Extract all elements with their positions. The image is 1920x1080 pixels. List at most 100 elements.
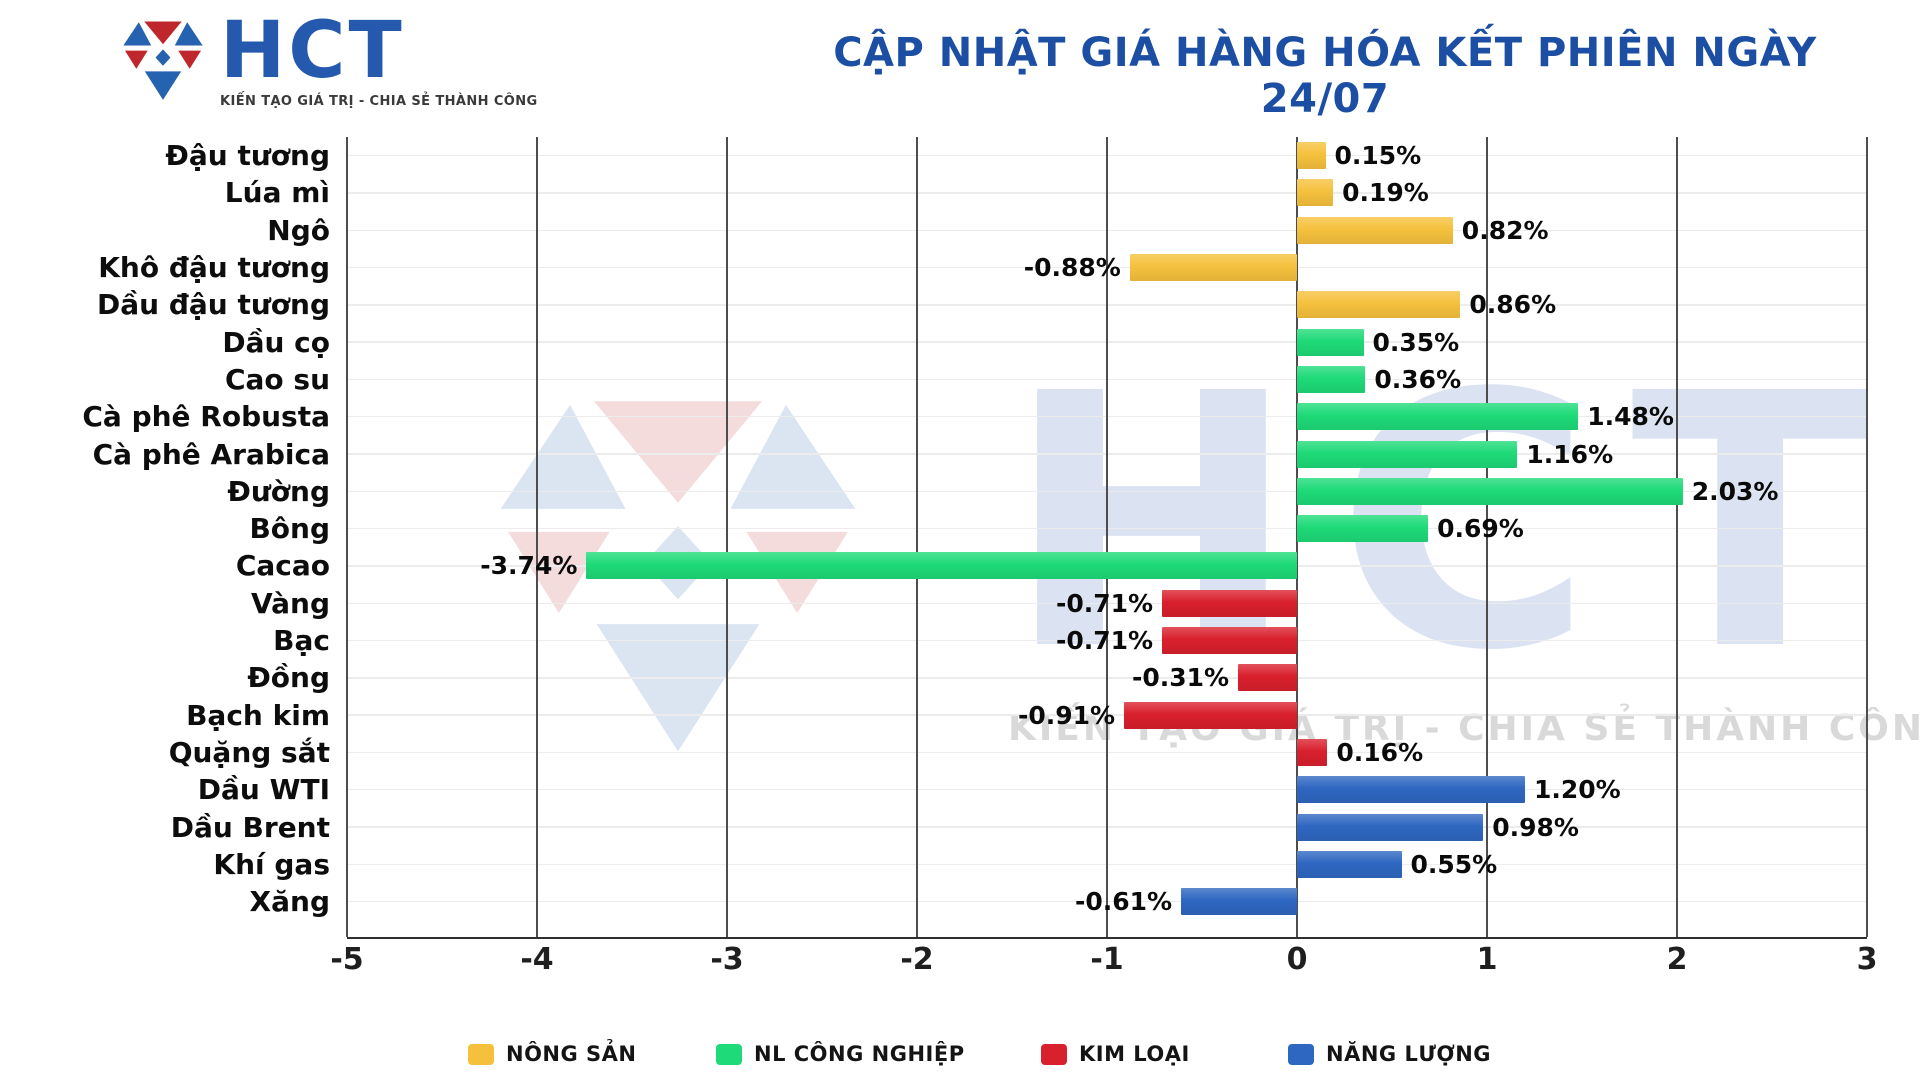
legend-item: NĂNG LƯỢNG (1288, 1042, 1491, 1066)
category-label: Bông (249, 512, 330, 546)
category-label: Cacao (235, 549, 330, 583)
category-label: Vàng (250, 586, 330, 620)
chart-bar (1297, 813, 1484, 841)
bar-value-label: 0.36% (1374, 364, 1462, 394)
category-label: Cà phê Arabica (92, 437, 330, 471)
bar-value-label: -0.91% (1017, 700, 1116, 730)
logo-text: HCT (220, 6, 405, 96)
chart-title: CẬP NHẬT GIÁ HÀNG HÓA KẾT PHIÊN NGÀY 24/… (833, 30, 1817, 122)
bar-value-label: 2.03% (1691, 476, 1779, 506)
x-axis-ticks: -5 -4 -3 -2 -1 0 1 2 3 (330, 942, 1877, 984)
chart-bar (1297, 440, 1518, 468)
grid-line-vertical (1676, 137, 1678, 937)
chart-bar (1297, 179, 1334, 207)
category-label: Dầu cọ (222, 325, 330, 359)
x-axis-tick-label: -1 (1090, 942, 1124, 977)
chart-bar (1297, 477, 1683, 505)
grid-line-vertical (1866, 137, 1868, 937)
grid-line-vertical (1106, 137, 1108, 937)
category-label: Khí gas (213, 847, 330, 881)
bar-value-label: 0.69% (1437, 514, 1524, 544)
category-label: Lúa mì (224, 176, 330, 210)
grid-line-vertical (726, 137, 728, 937)
bar-value-label: -0.88% (1023, 253, 1121, 283)
category-label: Đậu tương (165, 139, 330, 173)
legend-label: NÔNG SẢN (506, 1042, 637, 1066)
grid-line-vertical (916, 137, 918, 937)
logo-tagline: KIẾN TẠO GIÁ TRỊ - CHIA SẺ THÀNH CÔNG (220, 94, 538, 109)
category-label: Ngô (267, 213, 330, 247)
bar-value-label: 0.82% (1461, 215, 1549, 245)
x-axis-tick-label: -5 (330, 942, 364, 977)
bar-value-label: 0.98% (1492, 812, 1579, 842)
bar-value-label: 0.15% (1334, 141, 1422, 171)
chart-bar (1162, 627, 1297, 655)
chart-bar (1297, 216, 1453, 244)
grid-line-vertical (1486, 137, 1488, 937)
bar-value-label: -0.31% (1131, 663, 1230, 693)
legend-label: NĂNG LƯỢNG (1326, 1042, 1492, 1066)
hct-logo: HCT KIẾN TẠO GIÁ TRỊ - CHIA SẺ THÀNH CÔN… (120, 8, 538, 114)
category-label: Dầu đậu tương (97, 288, 330, 322)
x-axis-tick-label: -3 (710, 942, 744, 977)
legend-swatch-icon (716, 1043, 742, 1065)
grid-line-vertical (536, 137, 538, 937)
legend-swatch-icon (1041, 1043, 1067, 1065)
chart-bar (1297, 328, 1364, 356)
x-axis-tick-label: 1 (1476, 942, 1498, 977)
legend-label: NL CÔNG NGHIỆP (754, 1042, 965, 1066)
bar-value-label: 0.16% (1336, 737, 1424, 767)
x-axis-tick-label: 0 (1286, 942, 1308, 977)
chart-bar (586, 552, 1297, 580)
chart-bar (1297, 403, 1579, 431)
x-axis-tick-label: 3 (1856, 942, 1878, 977)
chart-bar (1181, 888, 1297, 916)
category-label: Bạc (273, 624, 330, 658)
chart-bar (1129, 254, 1297, 282)
bar-value-label: -0.71% (1055, 626, 1154, 656)
chart-bar (1124, 701, 1297, 729)
category-label: Bạch kim (186, 698, 330, 732)
category-label: Đường (227, 474, 330, 508)
bar-value-label: 1.20% (1534, 775, 1621, 805)
hct-logo-diamond-icon (120, 19, 206, 103)
x-axis-tick-label: -2 (900, 942, 934, 977)
legend-item: NL CÔNG NGHIỆP (716, 1042, 965, 1066)
legend-item: KIM LOẠI (1041, 1042, 1190, 1066)
bar-value-label: 0.86% (1469, 290, 1557, 320)
x-axis-tick-label: 2 (1666, 942, 1688, 977)
bar-value-label: 0.35% (1372, 327, 1460, 357)
plot-area: 0.15% 0.19% 0.82% -0.88% 0.86% 0.35% 0.36% 1.48… (346, 137, 1868, 939)
category-label: Dầu WTI (197, 773, 330, 807)
legend-label: KIM LOẠI (1079, 1042, 1190, 1066)
chart-bar (1297, 850, 1402, 878)
chart-bar (1297, 365, 1366, 393)
legend-swatch-icon (1288, 1043, 1314, 1065)
bar-value-label: 0.55% (1410, 849, 1498, 879)
category-label: Dầu Brent (170, 810, 330, 844)
chart-bar (1297, 776, 1525, 804)
bar-value-label: -0.71% (1055, 588, 1154, 618)
legend-item: NÔNG SẢN (468, 1042, 637, 1066)
category-labels: Đậu tương Lúa mì Ngô Khô đậu tương Dầu đậu t… (0, 137, 330, 937)
chart-bar (1162, 589, 1297, 617)
category-label: Đồng (247, 661, 330, 695)
category-label: Cà phê Robusta (82, 400, 330, 434)
chart-bar (1297, 142, 1326, 170)
bar-value-label: 1.16% (1526, 439, 1614, 469)
category-label: Cao su (224, 362, 330, 396)
bar-value-label: 0.19% (1342, 178, 1429, 208)
category-label: Quặng sắt (168, 735, 330, 769)
grid-line-vertical (346, 137, 348, 937)
bar-value-label: -0.61% (1074, 887, 1173, 917)
legend-swatch-icon (468, 1043, 494, 1065)
chart-bar (1297, 738, 1328, 766)
chart-bar (1297, 515, 1429, 543)
logo-text-block: HCT KIẾN TẠO GIÁ TRỊ - CHIA SẺ THÀNH CÔN… (220, 8, 538, 109)
legend: NÔNG SẢN NL CÔNG NGHIỆP KIM LOẠI NĂNG LƯỢNG (0, 1042, 1920, 1076)
chart-bar (1238, 664, 1297, 692)
bar-value-label: -3.74% (480, 551, 578, 581)
category-label: Khô đậu tương (98, 251, 330, 285)
category-label: Xăng (249, 885, 330, 919)
